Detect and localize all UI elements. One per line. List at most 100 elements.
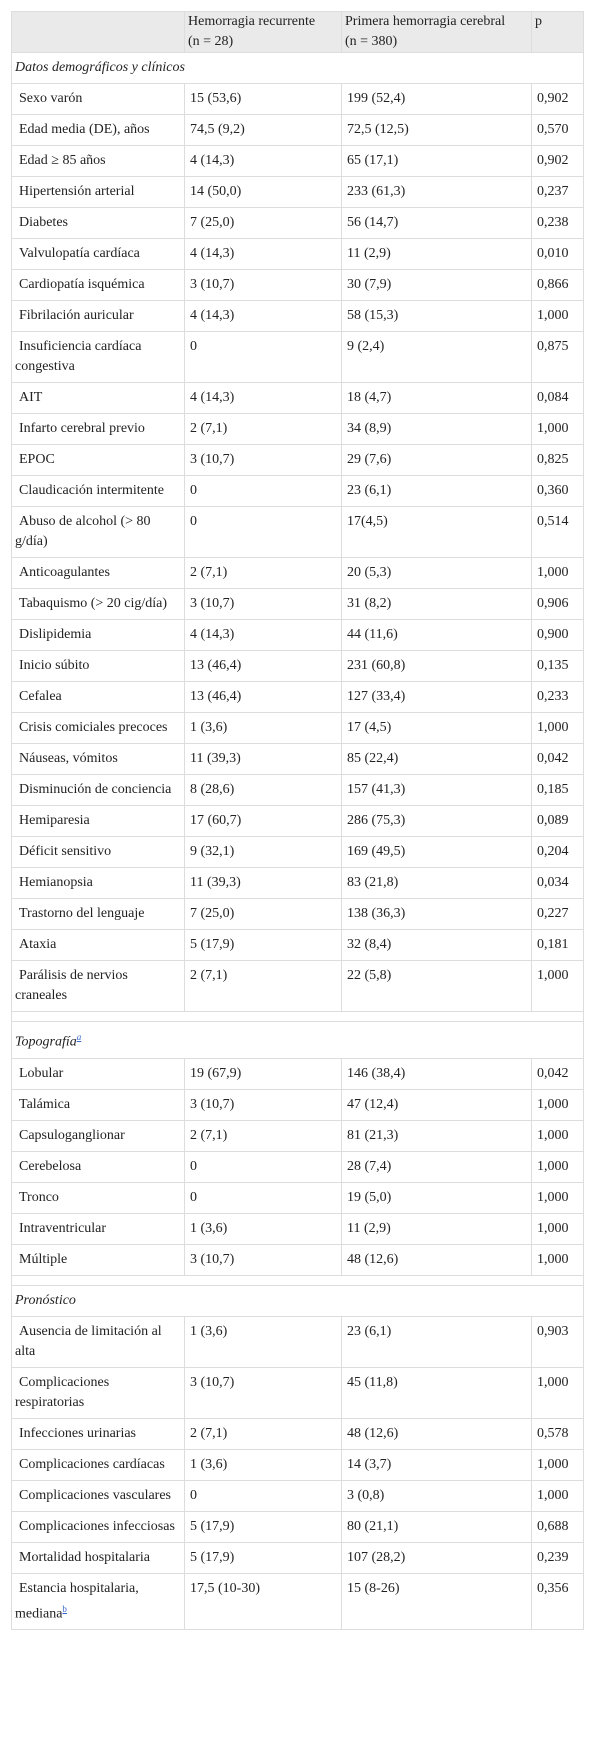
- value-cell: 146 (38,4): [341, 1057, 532, 1090]
- value-cell: 14 (3,7): [341, 1448, 532, 1481]
- value-cell: 4 (14,3): [184, 238, 342, 270]
- value-cell: 0,181: [531, 929, 584, 961]
- header-text: (n = 380): [345, 34, 398, 49]
- label-cell: Insuficiencia cardíaca congestiva: [11, 331, 185, 383]
- cell-text: Trastorno del lenguaje: [19, 906, 145, 921]
- cell-text: 1 (3,6): [190, 1220, 228, 1236]
- cell-text: Valvulopatía cardíaca: [19, 246, 140, 261]
- cell-text: 7 (25,0): [190, 215, 235, 230]
- cell-text: 4 (14,3): [190, 390, 235, 405]
- cell-text: Cardiopatía isquémica: [19, 277, 145, 292]
- value-cell: 29 (7,6): [341, 444, 532, 476]
- cell-text: 32 (8,4): [347, 937, 392, 952]
- value-cell: 19 (67,9): [184, 1057, 342, 1090]
- value-cell: 0,906: [531, 588, 584, 620]
- cell-text: 0,902: [537, 153, 569, 168]
- cell-text: 80 (21,1): [347, 1518, 399, 1534]
- data-row: Hipertensión arterial 14 (50,0) 233 (61,3)…: [11, 176, 584, 208]
- value-cell: 0,570: [531, 114, 584, 146]
- label-cell: Cefalea: [11, 681, 185, 713]
- cell-text: Tronco: [19, 1189, 59, 1205]
- data-row: Disminución de conciencia 8 (28,6) 157 (41…: [11, 774, 584, 806]
- footnote-link[interactable]: a: [76, 1032, 82, 1042]
- value-cell: 13 (46,4): [184, 650, 342, 682]
- data-row: Dislipidemia 4 (14,3) 44 (11,6) 0,900: [11, 619, 584, 651]
- label-cell: Infecciones urinarias: [11, 1417, 185, 1450]
- cell-text: 3 (10,7): [190, 1251, 235, 1267]
- cell-text: Abuso de alcohol (> 80 g/día): [15, 514, 151, 549]
- cell-text: Hemiparesia: [19, 813, 90, 828]
- value-cell: 3 (10,7): [184, 1366, 342, 1419]
- cell-text: Insuficiencia cardíaca congestiva: [15, 339, 142, 374]
- cell-text: 138 (36,3): [347, 906, 406, 921]
- cell-text: 0,181: [537, 937, 569, 952]
- cell-text: 74,5 (9,2): [190, 122, 245, 137]
- cell-text: Claudicación intermitente: [19, 483, 165, 498]
- data-row: Ataxia 5 (17,9) 32 (8,4) 0,181: [11, 929, 584, 961]
- header-cell: Hemorragia recurrente (n = 28): [184, 11, 342, 53]
- cell-text: 0,185: [537, 782, 569, 797]
- cell-text: Hemianopsia: [19, 875, 93, 890]
- data-row: Fibrilación auricular 4 (14,3) 58 (15,3) 1,…: [11, 300, 584, 332]
- label-cell: Lobular: [11, 1057, 185, 1090]
- cell-text: 0,034: [537, 875, 569, 890]
- data-row: Edad ≥ 85 años 4 (14,3) 65 (17,1) 0,902: [11, 145, 584, 177]
- header-text: (n = 28): [188, 34, 234, 49]
- label-cell: Diabetes: [11, 207, 185, 239]
- footnote-link[interactable]: b: [62, 1603, 67, 1614]
- cell-text: 4 (14,3): [190, 153, 235, 168]
- value-cell: 0,204: [531, 836, 584, 868]
- cell-text: 146 (38,4): [347, 1065, 406, 1081]
- value-cell: 1,000: [531, 1088, 584, 1121]
- cell-text: 3 (10,7): [190, 1096, 235, 1112]
- label-cell: Complicaciones infecciosas: [11, 1510, 185, 1543]
- cell-text: 1,000: [537, 1189, 569, 1205]
- label-cell: Complicaciones vasculares: [11, 1479, 185, 1512]
- section-text: Pronóstico: [15, 1292, 76, 1308]
- cell-text: 1,000: [537, 421, 569, 436]
- value-cell: 72,5 (12,5): [341, 114, 532, 146]
- data-row: Inicio súbito 13 (46,4) 231 (60,8) 0,135: [11, 650, 584, 682]
- data-row: Infarto cerebral previo 2 (7,1) 34 (8,9) 1,…: [11, 413, 584, 445]
- value-cell: 28 (7,4): [341, 1150, 532, 1183]
- cell-text: 2 (7,1): [190, 565, 228, 580]
- cell-text: 1 (3,6): [190, 1323, 228, 1339]
- cell-text: 0,875: [537, 339, 569, 354]
- label-cell: Inicio súbito: [11, 650, 185, 682]
- value-cell: 0,084: [531, 382, 584, 414]
- label-cell: Complicaciones respiratorias: [11, 1366, 185, 1419]
- spacer-row: [11, 1011, 584, 1022]
- value-cell: 0,356: [531, 1572, 584, 1631]
- value-cell: 4 (14,3): [184, 145, 342, 177]
- cell-text: Diabetes: [19, 215, 68, 230]
- value-cell: 3 (10,7): [184, 588, 342, 620]
- data-row: Sexo varón 15 (53,6) 199 (52,4) 0,902: [11, 83, 584, 115]
- cell-text: 11 (39,3): [190, 751, 241, 766]
- cell-text: Múltiple: [19, 1251, 68, 1267]
- cell-text: 0,089: [537, 813, 569, 828]
- label-cell: Capsuloganglionar: [11, 1119, 185, 1152]
- data-row: Crisis comiciales precoces 1 (3,6) 17 (4,5…: [11, 712, 584, 744]
- value-cell: 5 (17,9): [184, 1510, 342, 1543]
- cell-text: 5 (17,9): [190, 937, 235, 952]
- cell-text: 233 (61,3): [347, 184, 406, 199]
- value-cell: 0,227: [531, 898, 584, 930]
- cell-text: 14 (3,7): [347, 1456, 392, 1472]
- cell-text: 2 (7,1): [190, 421, 228, 436]
- cell-text: 23 (6,1): [347, 1323, 392, 1339]
- value-cell: 15 (53,6): [184, 83, 342, 115]
- cell-text: 0,903: [537, 1323, 569, 1339]
- cell-text: 56 (14,7): [347, 215, 399, 230]
- value-cell: 1,000: [531, 300, 584, 332]
- value-cell: 11 (39,3): [184, 867, 342, 899]
- cell-text: 28 (7,4): [347, 1158, 392, 1174]
- cell-text: Edad ≥ 85 años: [19, 153, 106, 168]
- data-row: Hemianopsia 11 (39,3) 83 (21,8) 0,034: [11, 867, 584, 899]
- value-cell: 4 (14,3): [184, 382, 342, 414]
- data-row: Cefalea 13 (46,4) 127 (33,4) 0,233: [11, 681, 584, 713]
- value-cell: 1,000: [531, 1479, 584, 1512]
- cell-text: 9 (32,1): [190, 844, 235, 859]
- value-cell: 15 (8-26): [341, 1572, 532, 1631]
- cell-text: 13 (46,4): [190, 689, 242, 704]
- cell-text: 157 (41,3): [347, 782, 406, 797]
